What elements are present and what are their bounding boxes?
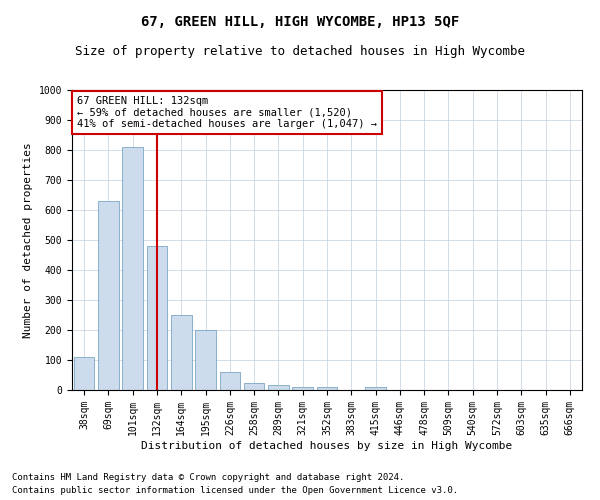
Text: Contains HM Land Registry data © Crown copyright and database right 2024.: Contains HM Land Registry data © Crown c… — [12, 474, 404, 482]
Bar — [171, 315, 191, 390]
Text: Size of property relative to detached houses in High Wycombe: Size of property relative to detached ho… — [75, 45, 525, 58]
Bar — [244, 382, 265, 390]
Bar — [195, 330, 216, 390]
Bar — [365, 387, 386, 390]
Bar — [220, 372, 240, 390]
Text: Contains public sector information licensed under the Open Government Licence v3: Contains public sector information licen… — [12, 486, 458, 495]
Text: 67 GREEN HILL: 132sqm
← 59% of detached houses are smaller (1,520)
41% of semi-d: 67 GREEN HILL: 132sqm ← 59% of detached … — [77, 96, 377, 129]
Bar — [122, 147, 143, 390]
Bar — [98, 201, 119, 390]
Y-axis label: Number of detached properties: Number of detached properties — [23, 142, 33, 338]
Bar — [74, 357, 94, 390]
Bar — [292, 387, 313, 390]
Bar — [317, 387, 337, 390]
Bar — [146, 246, 167, 390]
X-axis label: Distribution of detached houses by size in High Wycombe: Distribution of detached houses by size … — [142, 440, 512, 450]
Text: 67, GREEN HILL, HIGH WYCOMBE, HP13 5QF: 67, GREEN HILL, HIGH WYCOMBE, HP13 5QF — [141, 15, 459, 29]
Bar — [268, 384, 289, 390]
